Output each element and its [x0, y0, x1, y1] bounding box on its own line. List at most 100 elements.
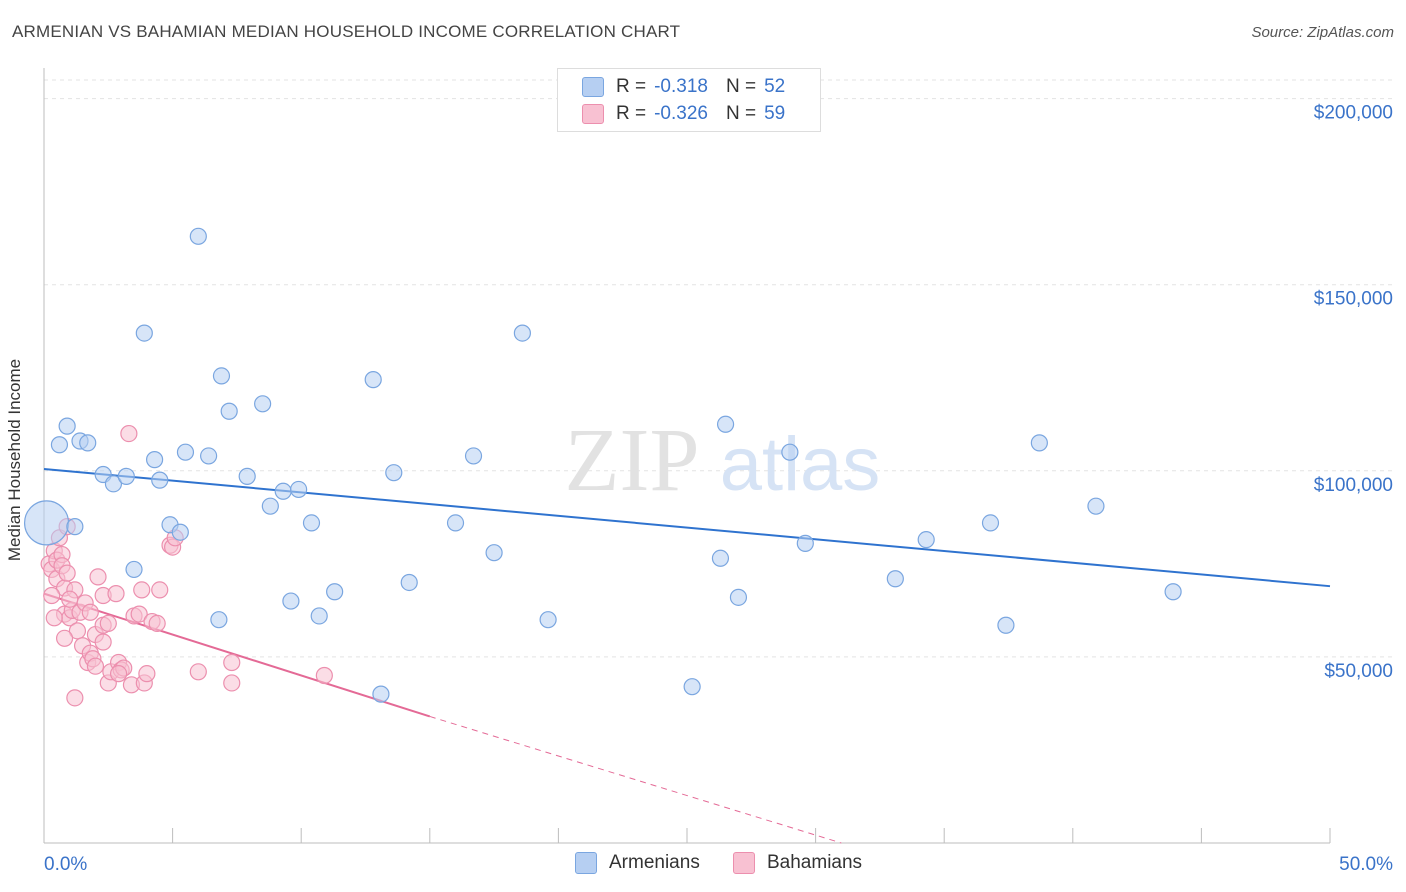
blue-swatch-icon	[582, 77, 604, 97]
legend-row-bahamians: R = -0.326 N = 59	[582, 102, 785, 126]
x-tick-label: 0.0%	[44, 854, 87, 875]
legend-r-value: -0.326	[654, 103, 708, 124]
bahamians-point	[109, 665, 128, 683]
armenians-point	[1030, 434, 1048, 452]
armenians-point	[1164, 583, 1182, 601]
armenians-point	[145, 451, 164, 469]
legend-row-armenians: R = -0.318 N = 52	[582, 75, 785, 99]
bahamians-point	[107, 585, 125, 603]
armenians-point	[917, 531, 935, 549]
y-tick-label: $50,000	[1324, 661, 1393, 682]
armenians-point	[117, 467, 135, 485]
legend-r-value: -0.318	[654, 76, 708, 97]
bahamians-point	[223, 653, 241, 672]
bahamians-point	[148, 614, 166, 633]
armenians-point	[66, 518, 84, 536]
bahamians-point	[120, 424, 138, 443]
y-axis-label: Median Household Income	[5, 358, 24, 562]
pink-swatch-icon	[582, 104, 604, 124]
armenians-point	[716, 415, 735, 433]
armenians-point	[997, 616, 1015, 634]
armenians-point	[23, 500, 70, 546]
armenians-point	[254, 395, 272, 413]
bahamians-point	[55, 629, 74, 647]
armenians-point	[151, 471, 169, 489]
armenians-point	[981, 514, 1000, 532]
bahamians-point	[58, 564, 76, 582]
armenians-point	[238, 467, 256, 485]
pink-swatch-icon	[733, 852, 755, 874]
armenians-point	[302, 514, 321, 532]
armenians-point	[711, 549, 730, 567]
x-tick-label: 50.0%	[1339, 854, 1393, 875]
armenians-point	[290, 480, 308, 499]
legend-n-label: N =	[725, 76, 757, 97]
armenians-point	[274, 482, 292, 500]
bahamians-point	[66, 689, 84, 707]
legend-item-bahamians[interactable]: Bahamians	[733, 852, 862, 874]
bahamians-point	[151, 581, 169, 599]
armenians-point	[104, 475, 123, 493]
armenians-point	[282, 592, 300, 610]
bahamians-point	[130, 605, 148, 623]
armenians-point	[539, 611, 557, 629]
bahamians-point	[99, 614, 117, 633]
armenians-point	[212, 367, 231, 385]
bahamians-trend-extension	[429, 715, 842, 844]
armenians-point	[781, 443, 799, 461]
armenians-point	[729, 588, 748, 606]
bahamians-point	[61, 590, 79, 608]
bahamians-point	[223, 674, 241, 692]
armenians-point	[176, 443, 195, 461]
bahamians-point	[189, 663, 207, 681]
bahamians-point	[45, 609, 63, 627]
legend-n-value: 59	[764, 103, 786, 124]
y-tick-label: $150,000	[1314, 289, 1393, 310]
y-tick-label: $100,000	[1314, 475, 1393, 496]
armenians-point	[310, 607, 328, 625]
bahamians-point	[94, 633, 112, 651]
armenians-point	[372, 685, 390, 703]
bahamians-point	[86, 657, 105, 675]
armenians-point	[683, 678, 701, 696]
legend-n-label: N =	[725, 103, 757, 124]
armenians-point	[125, 560, 143, 579]
armenians-point	[220, 402, 238, 420]
y-tick-label: $200,000	[1314, 103, 1393, 124]
armenians-point	[400, 573, 418, 592]
armenians-point	[210, 611, 228, 629]
armenians-point	[326, 583, 344, 601]
armenians-trend-line	[43, 467, 1331, 588]
armenians-point	[135, 324, 153, 342]
chart-title: ARMENIAN VS BAHAMIAN MEDIAN HOUSEHOLD IN…	[12, 22, 681, 41]
armenians-point	[1087, 497, 1105, 515]
armenians-point	[58, 417, 76, 435]
armenians-point	[261, 497, 279, 515]
bahamians-trend-line	[43, 592, 431, 718]
armenians-point	[513, 324, 531, 342]
armenians-point	[200, 447, 218, 465]
bahamians-point	[315, 666, 333, 685]
armenians-point	[796, 534, 814, 552]
armenians-point	[79, 434, 97, 452]
armenians-point	[189, 227, 207, 245]
legend-r-label: R =	[616, 103, 647, 124]
bahamians-point	[43, 586, 61, 605]
watermark-zip: ZIP	[565, 411, 700, 510]
legend-n-value: 52	[764, 76, 786, 97]
legend-item-label: Bahamians	[767, 852, 863, 873]
blue-swatch-icon	[575, 852, 597, 874]
armenians-point	[446, 514, 465, 532]
legend-r-label: R =	[616, 76, 647, 97]
legend-item-armenians[interactable]: Armenians	[575, 852, 700, 874]
armenians-point	[464, 447, 483, 465]
armenians-point	[886, 570, 904, 588]
armenians-point	[364, 371, 382, 389]
source-label: Source: ZipAtlas.com	[1251, 24, 1394, 41]
bahamians-point	[89, 568, 107, 586]
armenians-point	[171, 523, 189, 541]
bahamians-point	[138, 665, 156, 683]
armenians-point	[485, 544, 503, 562]
armenians-point	[385, 464, 403, 482]
